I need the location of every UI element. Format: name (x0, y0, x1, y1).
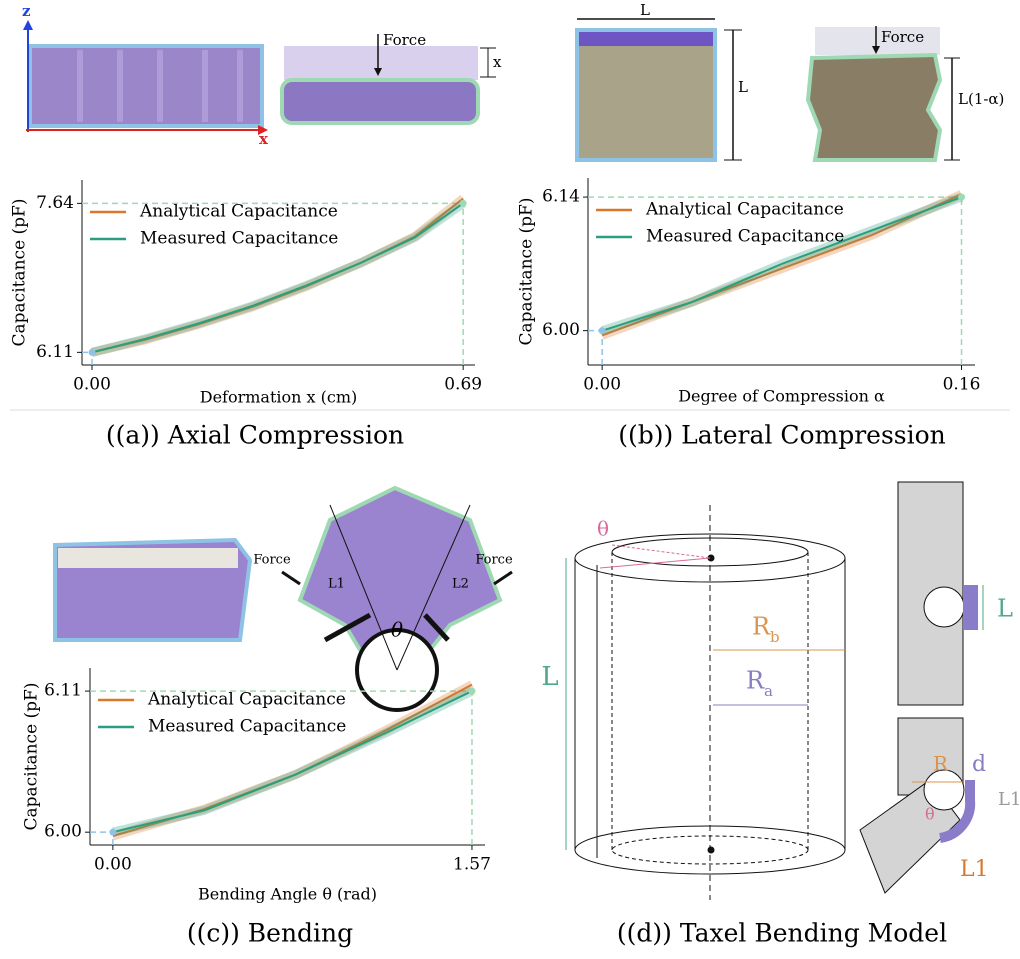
confidence-band (113, 691, 472, 832)
legend-label: Analytical Capacitance (645, 200, 844, 220)
end-point (958, 194, 965, 201)
caption: ((b)) Lateral Compression (618, 421, 946, 450)
caption: ((c)) Bending (187, 919, 353, 948)
y-tick-label: 6.11 (36, 342, 74, 362)
label: L1 (328, 577, 345, 592)
label: θ (391, 618, 403, 642)
label: L(1-α) (958, 90, 1004, 108)
photo (282, 80, 478, 123)
angle-ray (612, 545, 710, 558)
cylinder-model (575, 505, 845, 900)
y-axis-label: Capacitance (pF) (10, 199, 30, 347)
confidence-band (92, 199, 463, 353)
photo-top (58, 548, 238, 568)
y-tick-label: 7.64 (36, 193, 74, 213)
label: d (972, 752, 986, 777)
legend-label: Measured Capacitance (140, 229, 338, 249)
label: θ (925, 805, 935, 824)
arrow (494, 572, 512, 584)
photo (30, 46, 262, 126)
label: L1 (998, 789, 1020, 810)
label: L (738, 78, 748, 96)
label: L (997, 595, 1013, 623)
arrow-head (23, 20, 33, 30)
label: x (493, 53, 502, 71)
y-axis-label: Capacitance (pF) (22, 683, 42, 831)
series-line (92, 199, 463, 353)
axis-label: z (22, 2, 31, 20)
x-tick-label: 0.00 (94, 855, 132, 875)
y-axis-label: Capacitance (pF) (517, 198, 537, 346)
caption: ((d)) Taxel Bending Model (617, 919, 947, 948)
end-point (468, 688, 475, 695)
x-axis-label: Degree of Compression α (678, 387, 885, 406)
label: Force (475, 553, 513, 568)
y-tick-label: 6.00 (44, 822, 82, 842)
label: θ (597, 517, 609, 541)
center-dot (708, 847, 715, 854)
photo (577, 30, 715, 160)
label: Force (253, 553, 291, 568)
arrow (282, 572, 300, 584)
label-sub: a (764, 682, 773, 700)
legend-label: Measured Capacitance (148, 717, 346, 737)
label: Force (881, 28, 924, 46)
confidence-band (92, 203, 463, 352)
photo-strip (579, 32, 713, 46)
taxel (963, 585, 978, 630)
label-sub: b (770, 628, 780, 646)
x-tick-label: 0.00 (73, 375, 111, 395)
label: R (933, 752, 949, 776)
end-point (89, 349, 96, 356)
end-point (460, 200, 467, 207)
legend-label: Measured Capacitance (646, 227, 844, 247)
label: L1 (960, 857, 989, 882)
legend-label: Analytical Capacitance (147, 690, 346, 710)
y-tick-label: 6.11 (44, 681, 82, 701)
y-tick-label: 6.00 (542, 320, 580, 340)
label: Force (383, 31, 426, 49)
x-axis-label: Bending Angle θ (rad) (198, 885, 377, 904)
label: R (752, 613, 771, 641)
photo (284, 46, 478, 80)
caption: ((a)) Axial Compression (106, 421, 404, 450)
x-tick-label: 1.57 (453, 855, 491, 875)
x-axis-label: Deformation x (cm) (200, 388, 358, 407)
label: L2 (452, 577, 469, 592)
legend-label: Analytical Capacitance (139, 202, 338, 222)
end-point (109, 829, 116, 836)
x-tick-label: 0.00 (583, 375, 621, 395)
figure: z x Force x L L Force L(1-α) θ Force For… (0, 0, 1020, 959)
x-tick-label: 0.16 (943, 375, 981, 395)
axis-label: x (259, 130, 269, 148)
angle-ray (600, 558, 710, 568)
label: R (746, 667, 765, 695)
label: L (640, 1, 650, 19)
joint (924, 587, 964, 627)
label: L (541, 662, 558, 692)
series-line (92, 203, 463, 352)
end-point (599, 327, 606, 334)
y-tick-label: 6.14 (542, 187, 580, 207)
x-tick-label: 0.69 (444, 375, 482, 395)
photo (808, 55, 940, 160)
